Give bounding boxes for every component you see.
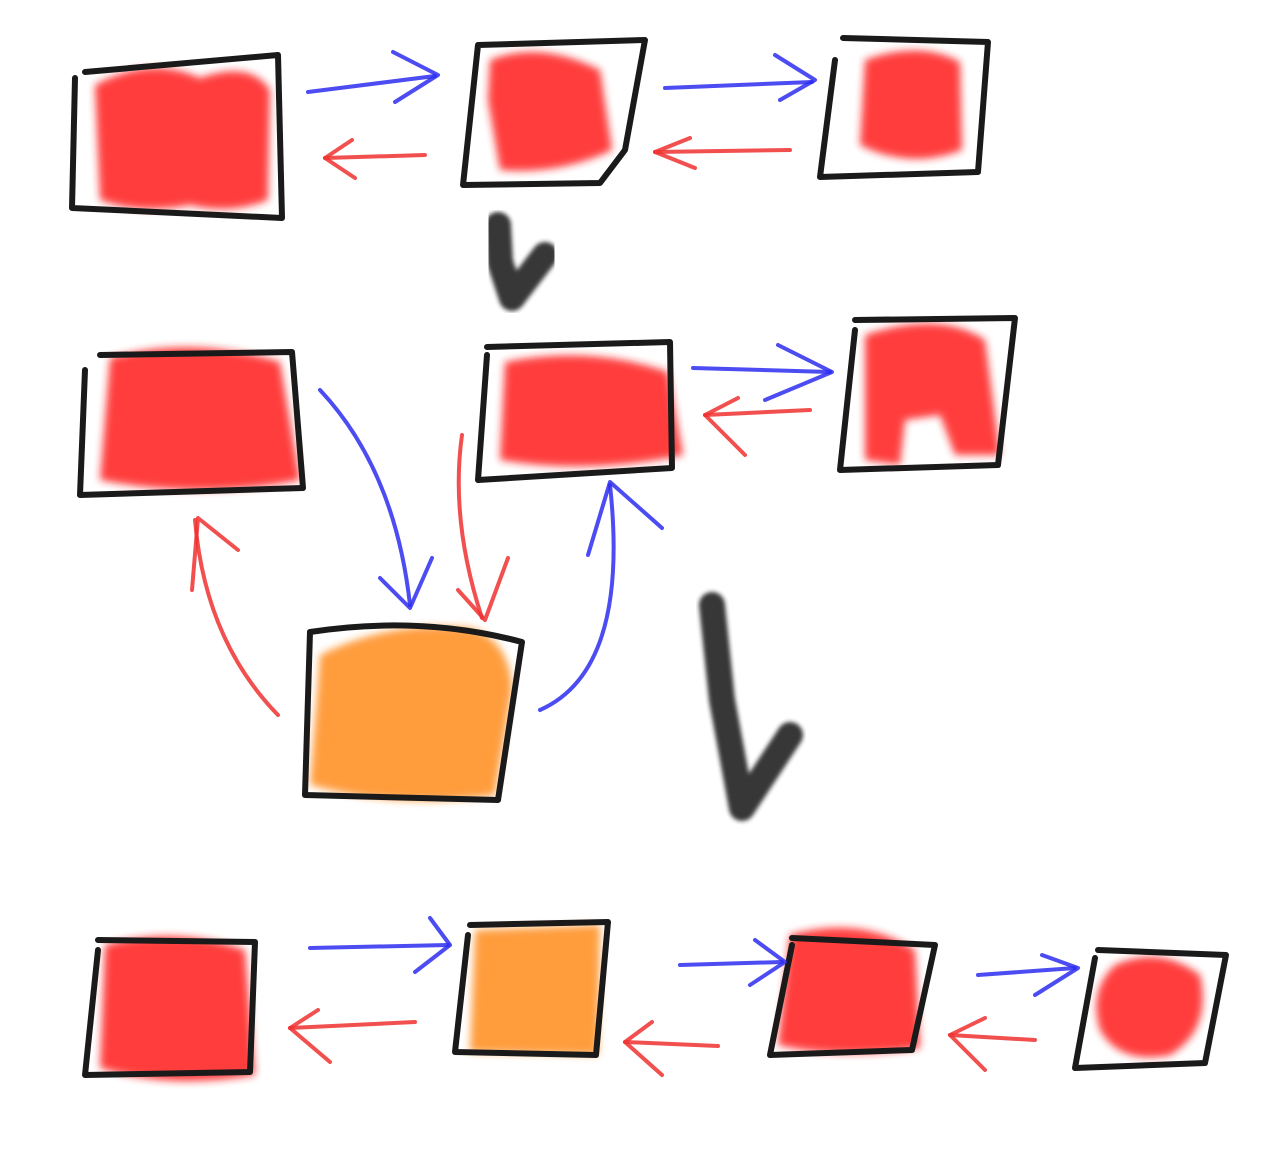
node-red xyxy=(1072,947,1229,1071)
transition-arrow xyxy=(699,592,803,821)
link-forward-arrow xyxy=(318,388,434,610)
node-red xyxy=(837,315,1018,473)
node-red xyxy=(817,35,991,180)
node-red xyxy=(475,339,683,483)
link-forward-arrow xyxy=(976,953,1080,997)
node-orange xyxy=(302,622,525,803)
link-forward-arrow xyxy=(691,343,834,402)
link-back-arrow xyxy=(288,1008,417,1064)
link-back-arrow xyxy=(190,516,280,717)
link-forward-arrow xyxy=(663,53,817,102)
stage-2 xyxy=(77,315,1018,803)
node-red xyxy=(82,936,258,1082)
link-forward-arrow xyxy=(306,50,440,104)
link-forward-arrow xyxy=(538,480,664,712)
stage-1 xyxy=(69,35,991,221)
node-red xyxy=(460,37,648,188)
link-forward-arrow xyxy=(308,916,452,974)
link-back-arrow xyxy=(703,396,812,457)
stage-3 xyxy=(82,916,1229,1082)
link-back-arrow xyxy=(653,136,792,170)
node-orange xyxy=(452,919,611,1058)
node-red xyxy=(767,927,938,1058)
link-back-arrow xyxy=(456,433,510,622)
node-red xyxy=(77,347,306,498)
link-back-arrow xyxy=(948,1016,1037,1072)
link-back-arrow xyxy=(623,1020,720,1077)
link-forward-arrow xyxy=(678,938,787,987)
node-red xyxy=(69,52,285,221)
link-back-arrow xyxy=(323,138,427,180)
transition-arrow xyxy=(485,212,558,311)
